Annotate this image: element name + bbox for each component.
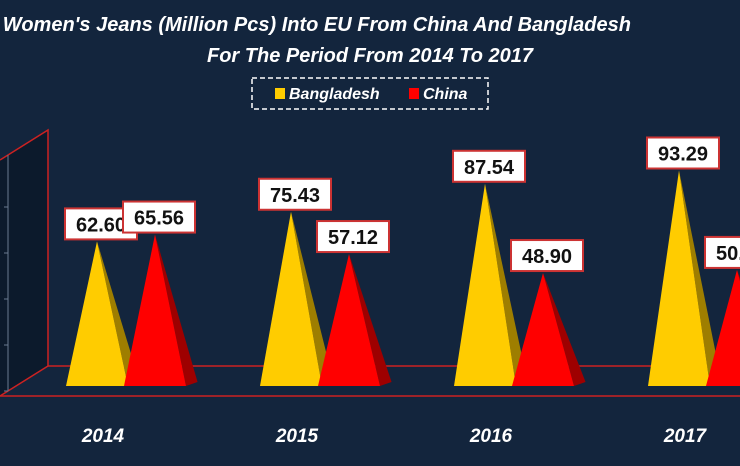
- bar-china-2016: [512, 273, 586, 386]
- value-label-box: [122, 200, 196, 234]
- bar-china-2015: [318, 254, 392, 386]
- value-label-box: [510, 239, 584, 273]
- chart-bars: [66, 170, 740, 386]
- bar-front-face: [124, 234, 186, 386]
- value-label-box: [316, 220, 390, 254]
- value-label-text: 48.90: [522, 246, 572, 268]
- bar-side-face: [291, 211, 334, 386]
- wall-edge-line: [0, 128, 740, 367]
- bar-front-face: [648, 170, 710, 386]
- bar-side-face: [155, 234, 198, 386]
- bar-side-face: [97, 241, 140, 386]
- value-label-china-2017: 50.25: [704, 235, 740, 269]
- value-label-text: 93.29: [658, 144, 708, 166]
- x-tick-label: 2015: [275, 426, 319, 447]
- legend-item-bangladesh: Bangladesh: [275, 86, 380, 103]
- value-label-text: 87.54: [464, 157, 515, 179]
- value-label-text: 65.56: [134, 208, 184, 230]
- bar-front-face: [454, 183, 516, 386]
- value-label-bangladesh-2015: 75.43: [258, 177, 332, 211]
- bar-bangladesh-2016: [454, 183, 528, 386]
- bar-bangladesh-2014: [66, 241, 140, 386]
- value-label-text: 57.12: [328, 227, 378, 249]
- legend-item-china: China: [409, 86, 468, 103]
- value-label-text: 62.60: [76, 214, 126, 236]
- value-labels: 62.60 65.56 75.43 57.12 87.54 48.90 93.29 50.25: [64, 136, 740, 273]
- bar-side-face: [543, 273, 586, 386]
- value-label-text: 75.43: [270, 185, 320, 207]
- x-tick-label: 2014: [81, 426, 125, 447]
- chart-title: Exports Of Women's Jeans (Million Pcs) I…: [0, 14, 631, 36]
- value-label-china-2014: 65.56: [122, 200, 196, 234]
- bar-side-face: [737, 269, 740, 282]
- value-label-box: [258, 177, 332, 211]
- bar-china-2017: [706, 269, 740, 386]
- x-tick-label: 2017: [663, 426, 708, 447]
- legend: Bangladesh China: [251, 77, 489, 110]
- bar-side-face: [349, 254, 392, 386]
- bar-front-face: [260, 211, 322, 386]
- back-wall: [0, 130, 48, 396]
- value-label-box: [452, 149, 526, 183]
- value-label-bangladesh-2017: 93.29: [646, 136, 720, 170]
- legend-swatch: [409, 88, 419, 99]
- value-label-china-2016: 48.90: [510, 239, 584, 273]
- bar-side-face: [679, 170, 722, 386]
- bar-china-2014: [124, 234, 198, 386]
- value-label-box: [646, 136, 720, 170]
- value-label-box: [704, 235, 740, 269]
- value-label-bangladesh-2016: 87.54: [452, 149, 526, 183]
- legend-box: [251, 77, 489, 110]
- x-tick-label: 2016: [469, 426, 513, 447]
- legend-label: China: [423, 86, 468, 103]
- bar-bangladesh-2017: [648, 170, 722, 386]
- bar-front-face: [706, 269, 740, 386]
- chart-subtitle: For The Period From 2014 To 2017: [207, 45, 534, 67]
- value-label-text: 50.25: [716, 243, 740, 265]
- bar-front-face: [318, 254, 380, 386]
- bar-front-face: [512, 273, 574, 386]
- bar-bangladesh-2015: [260, 211, 334, 386]
- bar-side-face: [485, 183, 528, 386]
- legend-swatch: [275, 88, 285, 99]
- legend-label: Bangladesh: [289, 86, 380, 103]
- bar-front-face: [66, 241, 128, 386]
- value-label-china-2015: 57.12: [316, 220, 390, 254]
- x-tick-labels: 2014 2015 2016 2017: [81, 426, 708, 447]
